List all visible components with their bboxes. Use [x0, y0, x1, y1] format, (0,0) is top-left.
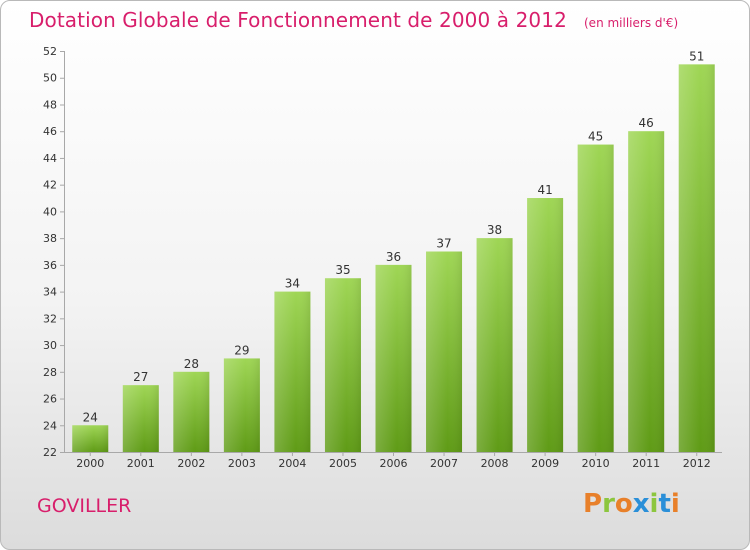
logo-letter: t [658, 489, 671, 519]
data-label-2005: 35 [335, 263, 350, 277]
bar-shade-2012 [678, 64, 715, 452]
y-tick-label: 38 [43, 232, 57, 245]
y-tick-label: 26 [43, 393, 57, 406]
data-label-2009: 41 [537, 183, 552, 197]
x-tick-label: 2011 [632, 457, 660, 470]
data-label-2012: 51 [689, 49, 704, 63]
data-label-2004: 34 [285, 277, 300, 291]
x-tick-label: 2010 [582, 457, 610, 470]
bar-shade-2008 [476, 238, 513, 452]
x-tick-label: 2006 [380, 457, 408, 470]
data-label-2010: 45 [588, 130, 603, 144]
bar-shade-2006 [375, 264, 412, 452]
chart-data-labels: 24 27 28 29 34 35 36 37 38 41 45 46 51 [83, 49, 705, 424]
chart-title: Dotation Globale de Fonctionnement de 20… [29, 8, 567, 32]
logo-letter: i [670, 489, 680, 519]
data-label-2006: 36 [386, 250, 401, 264]
y-tick-label: 22 [43, 446, 57, 459]
x-tick-label: 2009 [531, 457, 559, 470]
y-tick-label: 34 [43, 286, 57, 299]
y-tick-label: 46 [43, 125, 57, 138]
bar-shade-2005 [324, 278, 361, 452]
data-label-2008: 38 [487, 223, 502, 237]
bar-shade-2002 [173, 371, 210, 452]
y-tick-label: 44 [43, 152, 57, 165]
bar-shade-2011 [628, 131, 665, 452]
bar-shade-2000 [72, 425, 109, 452]
y-tick-label: 36 [43, 259, 57, 272]
town-name: GOVILLER [37, 495, 132, 517]
x-tick-label: 2012 [683, 457, 711, 470]
data-label-2002: 28 [184, 357, 199, 371]
data-label-2001: 27 [133, 370, 148, 384]
chart-header: Dotation Globale de Fonctionnement de 20… [29, 8, 678, 32]
y-tick-label: 32 [43, 312, 57, 325]
bar-shade-2004 [274, 291, 311, 452]
x-tick-label: 2005 [329, 457, 357, 470]
y-tick-label: 28 [43, 366, 57, 379]
data-label-2011: 46 [639, 116, 654, 130]
bar-shade-2007 [426, 251, 463, 452]
bar-shade-2010 [577, 144, 614, 453]
data-label-2003: 29 [234, 343, 249, 357]
data-label-2000: 24 [83, 410, 98, 424]
y-tick-label: 40 [43, 205, 57, 218]
x-tick-label: 2004 [278, 457, 306, 470]
x-tick-label: 2008 [481, 457, 509, 470]
y-tick-label: 48 [43, 98, 57, 111]
y-tick-label: 30 [43, 339, 57, 352]
bar-shade-2009 [527, 198, 564, 452]
logo-letter: i [649, 489, 659, 519]
bar-shade-2003 [223, 358, 260, 452]
x-tick-label: 2003 [228, 457, 256, 470]
logo-letter: P [583, 489, 603, 519]
y-tick-label: 42 [43, 179, 57, 192]
y-tick-label: 52 [43, 45, 57, 58]
y-tick-label: 24 [43, 419, 57, 432]
logo-letter: o [614, 489, 633, 519]
chart-axes: 22 24 26 28 30 32 34 36 38 40 42 44 46 48 50 52 2000 2001… [43, 45, 722, 470]
logo-letter: r [602, 489, 615, 519]
x-tick-label: 2000 [76, 457, 104, 470]
logo-letter: x [632, 489, 650, 519]
data-label-2007: 37 [436, 237, 451, 251]
x-tick-label: 2007 [430, 457, 458, 470]
proxiti-logo: Proxiti [583, 489, 680, 519]
x-tick-label: 2002 [177, 457, 205, 470]
y-tick-label: 50 [43, 72, 57, 85]
chart-subtitle: (en milliers d'€) [584, 16, 679, 30]
bar-shade-2001 [122, 385, 159, 452]
x-tick-label: 2001 [127, 457, 155, 470]
chart-bars [72, 64, 715, 453]
